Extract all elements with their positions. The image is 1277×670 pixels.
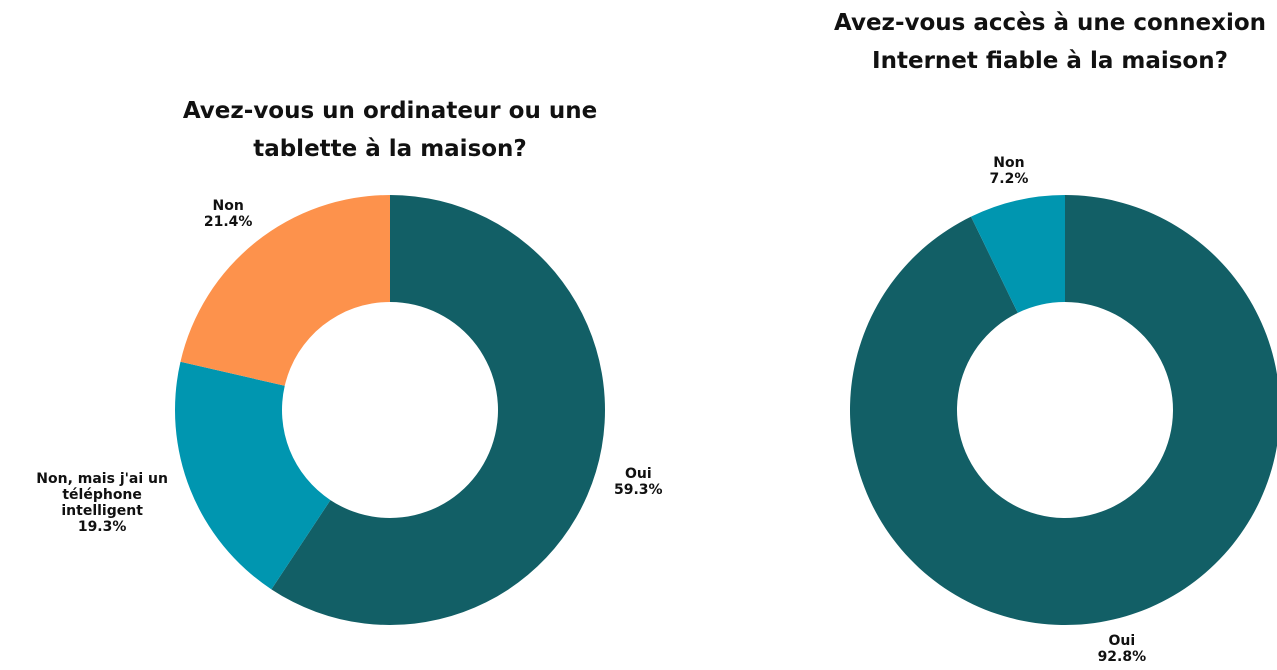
slice — [175, 361, 331, 590]
slice — [180, 195, 390, 386]
value-label: 59.3% — [614, 482, 663, 498]
chart-title: Avez-vous accès à une connexion Internet… — [833, 10, 1266, 74]
value-label: 21.4% — [203, 214, 253, 231]
slice-label: Non, mais j'ai un téléphone intelligent 1… — [27, 471, 177, 535]
category-label: Oui — [1108, 632, 1136, 649]
category-label: Non, mais j'ai un téléphone intelligent — [36, 470, 168, 519]
value-label: 19.3% — [77, 518, 127, 535]
slice-label: Non 7.2% — [990, 155, 1029, 187]
value-label: 7.2% — [989, 171, 1029, 188]
slice-label: Oui 92.8% — [1098, 633, 1147, 665]
slice — [271, 195, 605, 626]
slice — [971, 195, 1065, 313]
chart-title: Avez-vous un ordinateur ou une tablette … — [182, 98, 598, 162]
category-label: Non — [212, 198, 244, 215]
slice — [850, 195, 1277, 625]
value-label: 92.8% — [1097, 648, 1147, 665]
slice-label: Oui 59.3% — [614, 466, 663, 498]
category-label: Oui — [624, 466, 652, 482]
slice-label: Non 21.4% — [204, 198, 253, 230]
category-label: Non — [993, 155, 1025, 172]
